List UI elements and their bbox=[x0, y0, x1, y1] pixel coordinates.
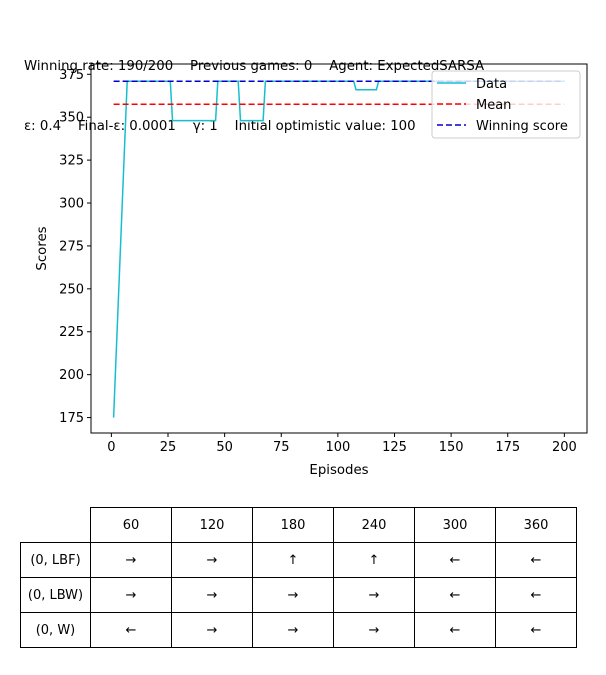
policy-col-header: 180 bbox=[252, 507, 334, 543]
y-tick-label: 350 bbox=[59, 111, 84, 126]
policy-cell: → bbox=[90, 542, 172, 578]
policy-corner-cell bbox=[20, 507, 91, 543]
plot-frame bbox=[90, 63, 588, 434]
y-axis-label: Scores bbox=[35, 226, 50, 270]
x-tick-label: 75 bbox=[273, 440, 290, 455]
policy-cell: → bbox=[90, 577, 172, 613]
policy-table: 60 120 180 240 300 360 (0, LBF) → → ↑ ↑ … bbox=[20, 507, 577, 648]
y-tick-label: 275 bbox=[59, 239, 84, 254]
policy-cell: ← bbox=[414, 612, 496, 648]
x-tick-label: 125 bbox=[382, 440, 407, 455]
series-line-data bbox=[112, 80, 565, 418]
policy-cell: → bbox=[171, 542, 253, 578]
policy-row-label: (0, LBF) bbox=[20, 542, 91, 578]
y-tick-label: 325 bbox=[59, 154, 84, 169]
policy-row: (0, W) ← → → → ← ← bbox=[20, 612, 577, 648]
policy-cell: → bbox=[171, 612, 253, 648]
policy-col-header: 300 bbox=[414, 507, 496, 543]
x-tick-label: 200 bbox=[552, 440, 577, 455]
legend-label: Mean bbox=[476, 98, 511, 113]
policy-cell: → bbox=[333, 577, 415, 613]
legend-box bbox=[431, 70, 581, 139]
policy-col-header: 240 bbox=[333, 507, 415, 543]
y-tick-label: 375 bbox=[59, 68, 84, 83]
policy-row-label: (0, LBW) bbox=[20, 577, 91, 613]
policy-cell: ← bbox=[495, 542, 577, 578]
policy-row: (0, LBW) → → → → ← ← bbox=[20, 577, 577, 613]
legend-label: Data bbox=[476, 77, 507, 92]
policy-cell: ↑ bbox=[333, 542, 415, 578]
policy-col-header: 60 bbox=[90, 507, 172, 543]
policy-cell: ← bbox=[414, 542, 496, 578]
policy-cell: ← bbox=[495, 577, 577, 613]
x-tick-label: 0 bbox=[107, 440, 115, 455]
header-line-1: Winning rate: 190/200 Previous games: 0 … bbox=[24, 59, 485, 74]
policy-cell: → bbox=[171, 577, 253, 613]
policy-col-header: 120 bbox=[171, 507, 253, 543]
scores-chart: Data Mean Winning score 0 25 50 75 100 125 150 175… bbox=[35, 63, 588, 478]
policy-col-header: 360 bbox=[495, 507, 577, 543]
x-tick-label: 175 bbox=[495, 440, 520, 455]
policy-row-label: (0, W) bbox=[20, 612, 91, 648]
policy-cell: → bbox=[252, 612, 334, 648]
y-tick-label: 250 bbox=[59, 282, 84, 297]
policy-header-row: 60 120 180 240 300 360 bbox=[20, 507, 577, 543]
legend-label: Winning score bbox=[476, 119, 568, 134]
header-line-2: ε: 0.4 Final-ε: 0.0001 γ: 1 Initial opti… bbox=[24, 119, 416, 134]
x-tick-label: 50 bbox=[216, 440, 233, 455]
x-tick-label: 25 bbox=[160, 440, 177, 455]
x-tick-label: 150 bbox=[439, 440, 464, 455]
x-axis-label: Episodes bbox=[309, 463, 368, 478]
policy-cell: ← bbox=[414, 577, 496, 613]
policy-row: (0, LBF) → → ↑ ↑ ← ← bbox=[20, 542, 577, 578]
policy-cell: → bbox=[333, 612, 415, 648]
y-tick-label: 175 bbox=[59, 411, 84, 426]
policy-cell: ↑ bbox=[252, 542, 334, 578]
y-tick-label: 200 bbox=[59, 368, 84, 383]
policy-cell: ← bbox=[90, 612, 172, 648]
y-tick-label: 300 bbox=[59, 197, 84, 212]
header: Winning rate: 190/200 Previous games: 0 … bbox=[24, 17, 484, 157]
policy-cell: ← bbox=[495, 612, 577, 648]
policy-cell: → bbox=[252, 577, 334, 613]
x-tick-label: 100 bbox=[325, 440, 350, 455]
y-tick-label: 225 bbox=[59, 325, 84, 340]
